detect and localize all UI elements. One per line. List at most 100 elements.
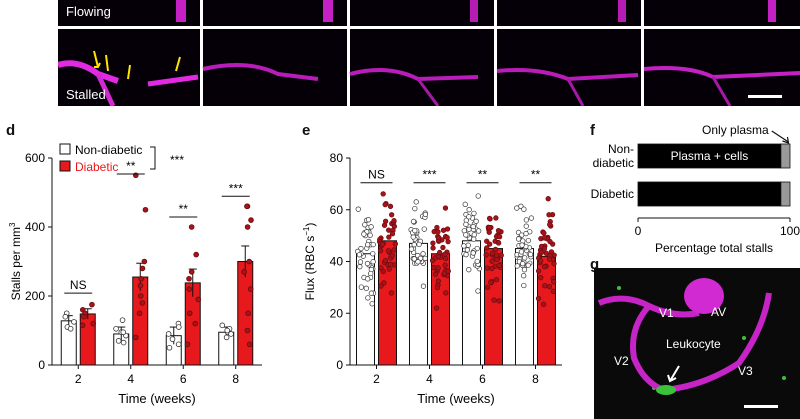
data-point — [90, 320, 97, 327]
y-axis-label: Flux (RBC s−1) — [302, 223, 317, 301]
data-point — [493, 215, 499, 221]
data-point — [541, 246, 548, 252]
data-point — [496, 298, 502, 304]
data-point — [474, 258, 480, 265]
x-tick-label: 100 — [780, 224, 800, 238]
data-point — [184, 341, 191, 348]
data-point — [356, 252, 363, 258]
data-point — [248, 217, 254, 223]
flowing-image-strip: Flowing — [58, 0, 800, 26]
data-point — [546, 256, 553, 262]
data-point — [433, 305, 440, 311]
legend-bracket — [150, 146, 156, 170]
stalled-image-strip: Stalled — [58, 29, 800, 106]
data-point — [358, 284, 364, 290]
data-point — [364, 276, 371, 282]
data-point — [461, 243, 467, 249]
label-leukocyte: Leukocyte — [666, 337, 721, 351]
data-point — [386, 266, 392, 272]
data-point — [519, 242, 525, 248]
data-point — [521, 206, 527, 212]
data-point — [380, 191, 386, 197]
category-label: diabetic — [593, 156, 634, 170]
data-point — [378, 283, 384, 289]
data-point — [435, 278, 441, 284]
data-point — [137, 293, 144, 299]
data-point — [362, 222, 368, 228]
data-point — [546, 284, 553, 290]
data-point — [247, 286, 254, 292]
data-point — [165, 331, 172, 337]
data-point — [410, 218, 417, 225]
data-point — [547, 221, 553, 228]
data-point — [193, 251, 199, 258]
data-point — [475, 193, 481, 199]
legend-swatch-non-diabetic — [59, 143, 71, 155]
data-point — [365, 217, 372, 223]
data-point — [386, 234, 392, 240]
data-point — [132, 334, 139, 341]
data-point — [244, 224, 251, 230]
x-axis-label: Time (weeks) — [118, 391, 196, 406]
data-point — [535, 268, 542, 274]
data-point — [437, 249, 443, 256]
significance-label: ** — [126, 159, 136, 173]
data-point — [540, 301, 547, 307]
data-point — [67, 325, 74, 332]
stacked-bar-segment — [780, 143, 791, 169]
data-point — [392, 241, 399, 247]
data-point — [408, 246, 415, 252]
flowing-microscopy-image — [58, 0, 800, 26]
data-point — [466, 207, 472, 213]
data-point — [246, 258, 253, 265]
data-point — [369, 301, 375, 307]
data-point — [195, 296, 202, 303]
data-point — [89, 301, 95, 308]
data-point — [175, 341, 182, 348]
data-point — [545, 196, 551, 202]
data-point — [389, 231, 396, 237]
data-point — [188, 224, 195, 230]
stacked-bar-segment — [637, 143, 782, 169]
data-point — [488, 279, 494, 285]
data-point — [364, 260, 371, 267]
data-point — [355, 206, 361, 212]
data-point — [551, 260, 557, 267]
data-point — [244, 203, 250, 210]
x-tick-label: 6 — [479, 372, 486, 386]
panel-g-letter: g — [590, 256, 600, 273]
label-v1: V1 — [659, 306, 674, 320]
data-point — [422, 211, 429, 218]
data-point — [434, 284, 441, 291]
data-point — [120, 339, 127, 346]
data-point — [543, 250, 549, 256]
data-point — [411, 256, 417, 262]
data-point — [521, 273, 527, 279]
data-point — [520, 261, 526, 267]
data-point — [471, 236, 477, 242]
data-point — [470, 223, 476, 230]
data-point — [429, 258, 436, 264]
data-point — [192, 320, 199, 327]
data-point — [486, 229, 492, 235]
data-point — [436, 235, 442, 241]
data-point — [417, 255, 424, 261]
y-axis-label-end: ) — [303, 223, 317, 227]
data-point — [541, 230, 547, 236]
data-point — [411, 242, 417, 248]
data-point — [420, 283, 427, 289]
data-point — [361, 231, 367, 237]
data-point — [528, 215, 535, 221]
significance-label: ** — [531, 168, 541, 182]
data-point — [538, 274, 544, 281]
x-tick-label: 2 — [373, 372, 380, 386]
data-point — [421, 226, 427, 232]
data-point — [442, 262, 448, 268]
data-point — [113, 325, 119, 332]
data-point — [410, 234, 416, 240]
data-point — [166, 344, 173, 351]
data-point — [466, 214, 472, 220]
data-point — [186, 286, 193, 292]
x-tick-label: 4 — [127, 372, 134, 386]
x-tick-label: 2 — [75, 372, 82, 386]
